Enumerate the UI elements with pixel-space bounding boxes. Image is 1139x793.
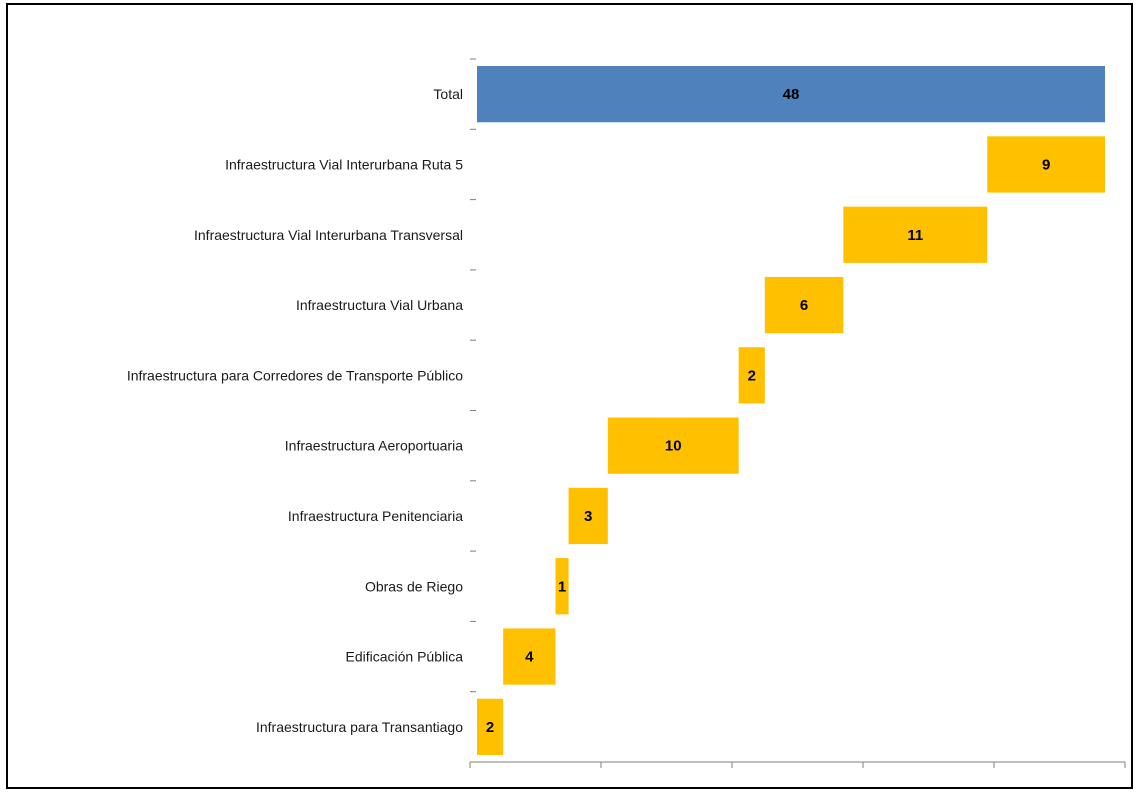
category-label: Infraestructura Aeroportuaria [285, 438, 463, 454]
data-label: 1 [558, 578, 566, 595]
bar-component [607, 417, 739, 474]
category-label: Infraestructura Penitenciaria [288, 508, 463, 524]
data-label: 2 [748, 367, 756, 384]
data-label: 48 [783, 86, 800, 103]
bar-component [738, 347, 765, 404]
data-label: 9 [1042, 156, 1050, 173]
category-label: Infraestructura Vial Interurbana Ruta 5 [225, 156, 463, 172]
chart-frame: 48 Total 9 Infraestructura Vial Interurbana… [6, 3, 1133, 789]
bar-component [568, 487, 608, 545]
bar-total [477, 66, 1105, 123]
axis-layer [469, 58, 1126, 768]
data-label: 3 [584, 508, 592, 525]
bars-layer [477, 66, 1105, 755]
data-label: 11 [907, 227, 923, 244]
category-label: Infraestructura para Transantiago [256, 719, 463, 735]
bar-component [843, 206, 988, 263]
waterfall-chart: 48 Total 9 Infraestructura Vial Interurbana… [127, 58, 1126, 768]
data-label: 6 [800, 297, 808, 314]
bar-component [503, 628, 556, 685]
category-label: Infraestructura Vial Interurbana Transve… [194, 227, 463, 243]
category-label: Infraestructura Vial Urbana [296, 297, 463, 313]
labels-layer: 48 Total 9 Infraestructura Vial Interurbana… [127, 86, 1050, 736]
bar-component [477, 698, 504, 755]
category-label: Obras de Riego [365, 578, 463, 594]
data-label: 2 [486, 719, 494, 736]
data-label: 10 [665, 438, 682, 455]
category-label: Edificación Pública [345, 649, 463, 665]
category-label: Infraestructura para Corredores de Trans… [127, 367, 463, 383]
category-label: Total [433, 86, 463, 102]
data-label: 4 [525, 649, 534, 666]
bar-component [764, 276, 844, 334]
bar-component [555, 558, 569, 615]
bar-component [987, 136, 1105, 193]
